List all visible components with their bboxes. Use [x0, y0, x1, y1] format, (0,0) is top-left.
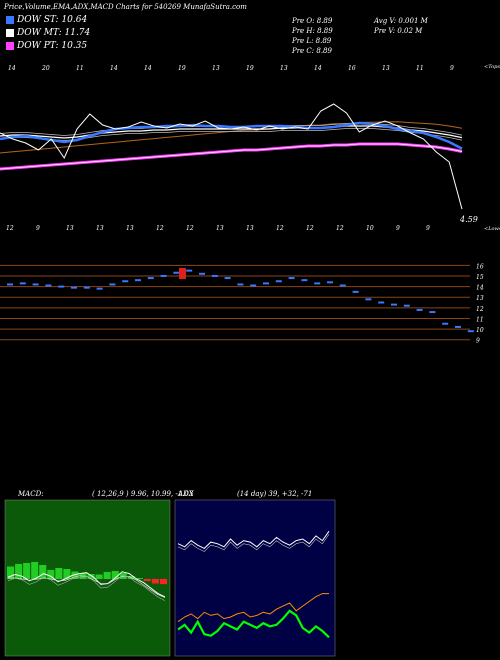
legend-swatch	[6, 29, 14, 37]
macd-histogram-bar	[159, 579, 167, 585]
top-label: 19	[246, 65, 254, 72]
macd-params: ( 12,26,9 ) 9.96, 10.99, -1.03	[92, 490, 194, 498]
low-label: 13	[126, 225, 134, 232]
macd-histogram-bar	[87, 574, 95, 579]
price-line	[0, 103, 463, 210]
macd-histogram-bar	[47, 570, 55, 579]
low-label: 13	[216, 225, 224, 232]
macd-panel-border	[4, 499, 171, 657]
macd-histogram-bar	[55, 568, 63, 579]
price-axis-label: 13	[476, 295, 484, 302]
low-label: 9	[396, 225, 400, 232]
low-label: 12	[336, 225, 344, 232]
low-label: 12	[6, 225, 14, 232]
adx-params: (14 day) 39, +32, -71	[237, 490, 313, 498]
adx-di-green-line	[177, 609, 330, 639]
price-axis-label: 11	[476, 316, 484, 323]
macd-histogram-bar	[7, 566, 15, 579]
macd-histogram-bar	[23, 563, 31, 579]
legend-label: DOW ST: 10.64	[17, 15, 88, 25]
macd-histogram-bar	[39, 565, 47, 579]
ema-pt-core-line	[0, 143, 463, 170]
chart-header: Price,Volume,EMA,ADX,MACD Charts for 540…	[4, 3, 247, 11]
legend-swatch	[6, 42, 14, 50]
macd-line	[7, 571, 166, 598]
adx-line-shadow	[177, 534, 330, 552]
macd-histogram-bar	[143, 579, 151, 581]
ema-st-line	[0, 121, 463, 150]
price-axis-label: 12	[476, 306, 484, 313]
price-axis-label: 10	[476, 327, 484, 334]
avg-volume: Avg V: 0.001 M	[374, 17, 428, 25]
adx-panel-bg	[175, 500, 335, 656]
legend-item: DOW PT: 10.35	[6, 41, 87, 51]
top-label: 9	[450, 65, 454, 72]
low-label: 10	[366, 225, 374, 232]
adx-panel-border	[174, 499, 336, 657]
ohlc-open: Pre O: 8.89	[292, 17, 333, 25]
top-label: 14	[110, 65, 118, 72]
top-label: 11	[416, 65, 424, 72]
price-axis-label: 15	[476, 274, 484, 281]
low-label: 12	[276, 225, 284, 232]
highlight-bar	[179, 268, 186, 279]
ema-pt-line	[0, 142, 463, 171]
ohlc-close: Pre C: 8.89	[292, 47, 332, 55]
top-label: 13	[212, 65, 220, 72]
ohlc-high: Pre H: 8.89	[292, 27, 333, 35]
macd-histogram-bar	[103, 572, 111, 579]
adx-line	[177, 530, 330, 550]
low-label: 13	[96, 225, 104, 232]
macd-histogram-bar	[71, 571, 79, 579]
low-label: 13	[246, 225, 254, 232]
top-label: 14	[144, 65, 152, 72]
macd-histogram-bar	[151, 579, 159, 584]
tops-label: <Tops	[484, 64, 500, 70]
legend-label: DOW MT: 11.74	[17, 28, 91, 38]
top-label: 14	[8, 65, 16, 72]
macd-histogram-bar	[31, 562, 39, 579]
legend-item: DOW ST: 10.64	[6, 15, 87, 25]
legend-swatch	[6, 16, 14, 24]
top-label: 19	[178, 65, 186, 72]
low-label: 12	[306, 225, 314, 232]
legend-label: DOW PT: 10.35	[17, 41, 88, 51]
adx-di-orange-line	[177, 593, 329, 623]
price-axis-label: 14	[476, 285, 484, 292]
macd-histogram-bar	[15, 564, 23, 579]
low-label: 12	[156, 225, 164, 232]
macd-signal-lower-line	[7, 575, 166, 601]
price-axis-label: 9	[476, 338, 480, 345]
macd-histogram-bar	[135, 578, 143, 579]
adx-title: ADX	[178, 490, 194, 498]
ohlc-low: Pre L: 8.89	[292, 37, 332, 45]
price-axis-label: 16	[476, 263, 484, 270]
ema-mt-lower-line	[0, 128, 463, 141]
top-label: 13	[382, 65, 390, 72]
last-price-label: 4.59	[459, 215, 478, 224]
low-label: 9	[36, 225, 40, 232]
macd-histogram-bar	[95, 574, 103, 579]
low-label: 9	[426, 225, 430, 232]
macd-histogram-bar	[111, 571, 119, 579]
macd-title: MACD:	[18, 490, 44, 498]
top-label: 14	[314, 65, 322, 72]
lows-label: <Lows	[484, 226, 500, 232]
top-label: 11	[76, 65, 84, 72]
low-label: 12	[186, 225, 194, 232]
top-label: 13	[280, 65, 288, 72]
macd-histogram-bar	[63, 569, 71, 579]
top-label: 16	[348, 65, 356, 72]
low-label: 13	[66, 225, 74, 232]
legend-item: DOW MT: 11.74	[6, 28, 90, 38]
top-label: 20	[41, 65, 50, 72]
prev-volume: Pre V: 0.02 M	[374, 27, 423, 35]
